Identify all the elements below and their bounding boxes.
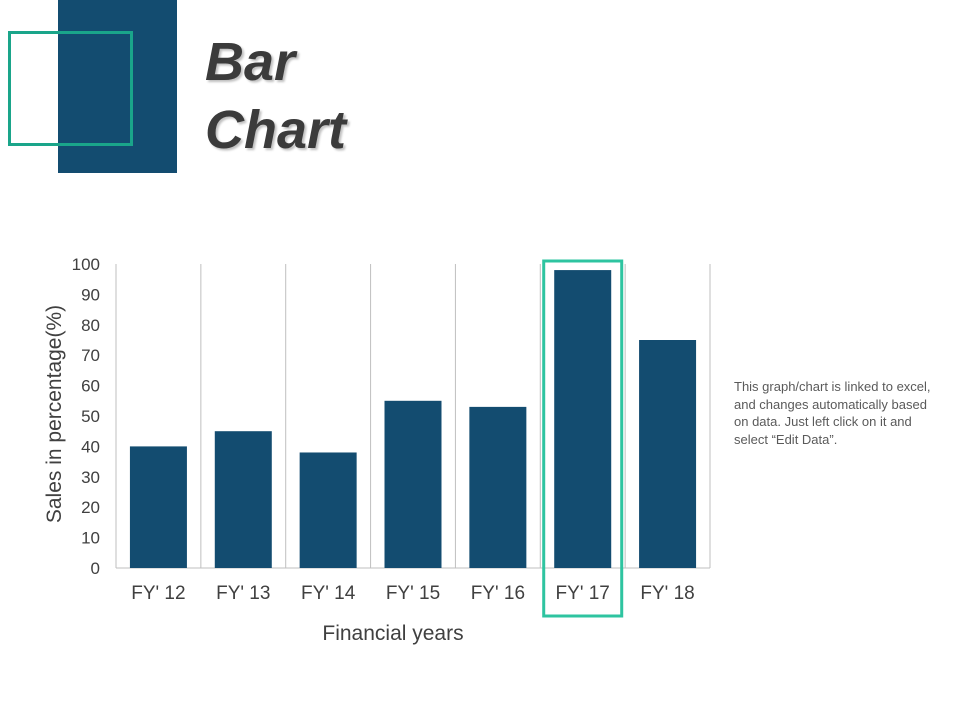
page-title: Bar Chart — [205, 28, 346, 164]
x-tick-label: FY' 15 — [386, 583, 440, 604]
bar[interactable] — [214, 431, 272, 568]
decorative-frame — [8, 31, 133, 146]
bar[interactable] — [384, 400, 442, 568]
bar[interactable] — [639, 340, 697, 568]
y-tick-label: 50 — [81, 407, 100, 426]
y-tick-label: 60 — [81, 377, 100, 396]
y-tick-label: 10 — [81, 529, 100, 548]
y-tick-label: 20 — [81, 498, 100, 517]
bar[interactable] — [129, 446, 187, 568]
x-tick-label: FY' 13 — [216, 583, 270, 604]
x-axis-title: Financial years — [322, 622, 463, 645]
y-tick-label: 70 — [81, 346, 100, 365]
y-tick-label: 40 — [81, 437, 100, 456]
x-tick-label: FY' 14 — [301, 583, 356, 604]
x-tick-label: FY' 17 — [556, 583, 610, 604]
bar[interactable] — [299, 452, 357, 568]
y-tick-label: 0 — [91, 559, 100, 578]
highlight-box — [542, 259, 624, 618]
bar[interactable] — [554, 270, 612, 568]
y-tick-label: 100 — [72, 255, 100, 274]
page-title-line2: Chart — [205, 100, 347, 160]
x-tick-label: FY' 16 — [471, 583, 525, 604]
bar[interactable] — [469, 406, 527, 568]
chart-note: This graph/chart is linked to excel, and… — [734, 379, 931, 447]
y-tick-label: 90 — [81, 285, 100, 304]
y-tick-label: 30 — [81, 468, 100, 487]
page-title-line1: Bar — [205, 32, 296, 92]
x-tick-label: FY' 18 — [640, 583, 694, 604]
x-tick-label: FY' 12 — [131, 583, 185, 604]
y-tick-label: 80 — [81, 316, 100, 335]
y-axis-title: Sales in percentage(%) — [43, 305, 66, 523]
